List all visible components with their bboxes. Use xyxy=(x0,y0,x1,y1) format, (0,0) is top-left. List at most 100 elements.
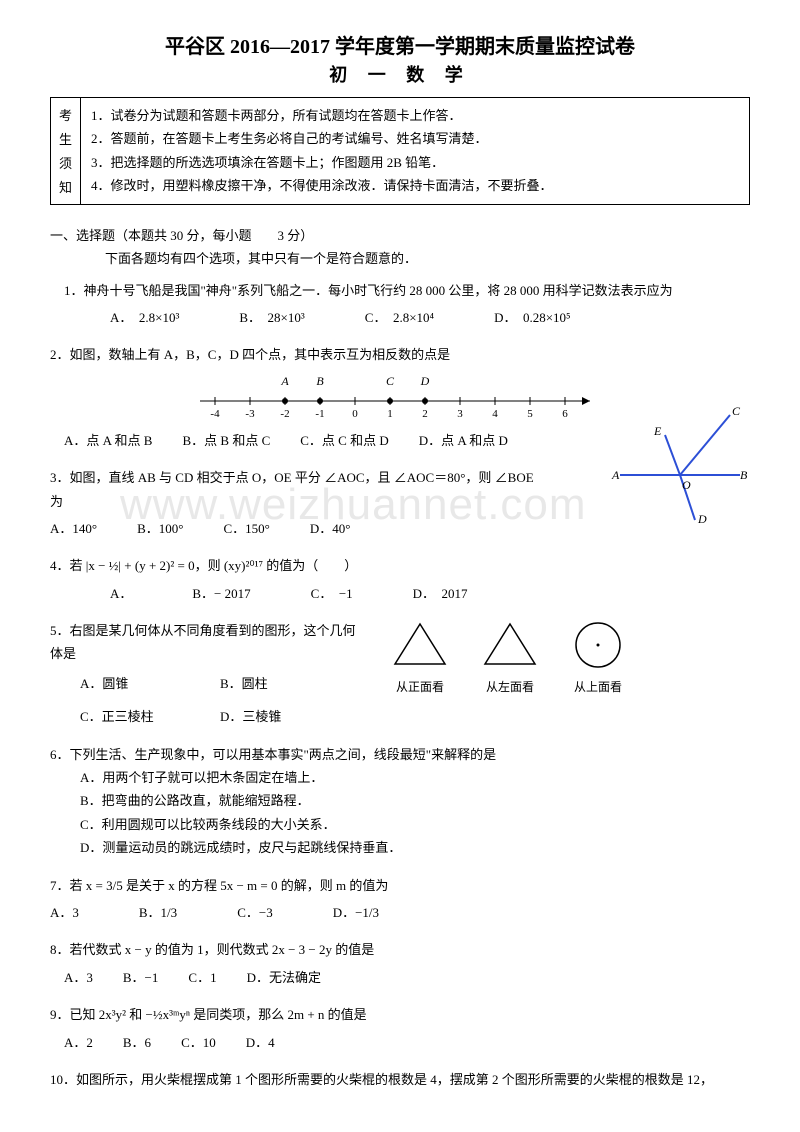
svg-text:4: 4 xyxy=(492,408,498,420)
question-1: 1．神舟十号飞船是我国"神舟"系列飞船之一．每小时飞行约 28 000 公里，将… xyxy=(50,279,750,330)
side-char: 知 xyxy=(59,177,72,196)
question-4: 4．若 |x − ½| + (y + 2)² = 0，则 (xy)²⁰¹⁷ 的值… xyxy=(50,554,750,605)
svg-text:5: 5 xyxy=(527,408,533,420)
svg-text:A: A xyxy=(280,374,289,388)
q6-text: 6．下列生活、生产现象中，可以用基本事实"两点之间，线段最短"来解释的是 xyxy=(50,743,750,766)
opt-b: B．圆柱 xyxy=(220,672,360,695)
opt-d: D．−1/3 xyxy=(333,901,379,924)
q7-options: A．3 B．1/3 C．−3 D．−1/3 xyxy=(50,901,750,924)
q8-text: 8．若代数式 x − y 的值为 1，则代数式 2x − 3 − 2y 的值是 xyxy=(50,938,750,961)
svg-text:2: 2 xyxy=(422,408,428,420)
opt-b: B． 28×10³ xyxy=(239,306,304,329)
svg-text:0: 0 xyxy=(352,408,358,420)
question-5: 5．右图是某几何体从不同角度看到的图形，这个几何体是 A．圆锥 B．圆柱 C．正… xyxy=(50,619,750,729)
opt-c: C．点 C 和点 D xyxy=(300,429,388,452)
opt-b: B．6 xyxy=(123,1031,151,1054)
opt-a: A． 2.8×10³ xyxy=(110,306,179,329)
three-views-figure: 从正面看 从左面看 从上面看 xyxy=(390,619,626,698)
q2-options: A．点 A 和点 B B．点 B 和点 C C．点 C 和点 D D．点 A 和… xyxy=(64,429,750,452)
opt-d: D．点 A 和点 D xyxy=(419,429,508,452)
q1-options: A． 2.8×10³ B． 28×10³ C． 2.8×10⁴ D． 0.28×… xyxy=(110,306,750,329)
instruction-line: 3．把选择题的所选选项填涂在答题卡上；作图题用 2B 铅笔． xyxy=(91,151,739,174)
svg-text:B: B xyxy=(316,374,324,388)
section-note: 下面各题均有四个选项，其中只有一个是符合题意的． xyxy=(105,248,750,267)
question-10: 10．如图所示，用火柴棍摆成第 1 个图形所需要的火柴棍的根数是 4，摆成第 2… xyxy=(50,1068,750,1091)
opt-d: D．无法确定 xyxy=(247,966,321,989)
opt-c: C．正三棱柱 xyxy=(80,705,220,728)
q3-text2: 为 xyxy=(50,490,750,513)
opt-d: D．测量运动员的跳远成绩时，皮尺与起跳线保持垂直． xyxy=(80,836,750,859)
instruction-side-label: 考 生 须 知 xyxy=(51,98,81,204)
svg-text:3: 3 xyxy=(457,408,463,420)
instruction-line: 2．答题前，在答题卡上考生务必将自己的考试编号、姓名填写清楚． xyxy=(91,127,739,150)
question-6: 6．下列生活、生产现象中，可以用基本事实"两点之间，线段最短"来解释的是 A．用… xyxy=(50,743,750,860)
svg-text:-4: -4 xyxy=(210,408,220,420)
opt-c: C．10 xyxy=(181,1031,216,1054)
svg-text:-2: -2 xyxy=(280,408,289,420)
left-view: 从左面看 xyxy=(480,619,540,698)
q3-options: A．140° B．100° C．150° D．40° xyxy=(50,517,750,540)
opt-b: B．100° xyxy=(137,517,183,540)
opt-d: D．4 xyxy=(246,1031,275,1054)
question-3: 3．如图，直线 AB 与 CD 相交于点 O，OE 平分 ∠AOC，且 ∠AOC… xyxy=(50,466,750,540)
q9-text: 9．已知 2x³y² 和 −½x³ᵐyⁿ 是同类项，那么 2m + n 的值是 xyxy=(50,1003,750,1026)
opt-a: A． xyxy=(110,582,132,605)
number-line-figure: AB CD -4 -3 -2 -1 0 1 2 3 4 5 6 xyxy=(190,371,610,421)
svg-text:1: 1 xyxy=(387,408,393,420)
instruction-line: 4．修改时，用塑料橡皮擦干净，不得使用涂改液．请保持卡面清洁，不要折叠． xyxy=(91,174,739,197)
q5-text: 5．右图是某几何体从不同角度看到的图形，这个几何体是 xyxy=(50,619,360,666)
opt-b: B．−1 xyxy=(123,966,159,989)
instruction-line: 1．试卷分为试题和答题卡两部分，所有试题均在答题卡上作答． xyxy=(91,104,739,127)
svg-text:-3: -3 xyxy=(245,408,255,420)
q4-text: 4．若 |x − ½| + (y + 2)² = 0，则 (xy)²⁰¹⁷ 的值… xyxy=(50,554,750,577)
opt-c: C．利用圆规可以比较两条线段的大小关系． xyxy=(80,813,750,836)
svg-text:D: D xyxy=(420,374,430,388)
q1-text: 1．神舟十号飞船是我国"神舟"系列飞船之一．每小时飞行约 28 000 公里，将… xyxy=(64,279,750,302)
section-heading: 一、选择题（本题共 30 分，每小题 3 分） xyxy=(50,225,750,244)
left-label: 从左面看 xyxy=(480,677,540,699)
opt-b: B．把弯曲的公路改直，就能缩短路程． xyxy=(80,789,750,812)
instruction-body: 1．试卷分为试题和答题卡两部分，所有试题均在答题卡上作答． 2．答题前，在答题卡… xyxy=(81,98,749,204)
opt-a: A．点 A 和点 B xyxy=(64,429,152,452)
side-char: 考 xyxy=(59,105,72,124)
instruction-box: 考 生 须 知 1．试卷分为试题和答题卡两部分，所有试题均在答题卡上作答． 2．… xyxy=(50,97,750,205)
opt-c: C． −1 xyxy=(311,582,353,605)
page-subtitle: 初 一 数 学 xyxy=(50,61,750,87)
q8-options: A．3 B．−1 C．1 D．无法确定 xyxy=(64,966,750,989)
front-label: 从正面看 xyxy=(390,677,450,699)
opt-d: D．40° xyxy=(310,517,351,540)
front-view: 从正面看 xyxy=(390,619,450,698)
svg-text:C: C xyxy=(386,374,395,388)
q3-text: 3．如图，直线 AB 与 CD 相交于点 O，OE 平分 ∠AOC，且 ∠AOC… xyxy=(50,466,750,489)
opt-d: D．三棱锥 xyxy=(220,705,360,728)
q2-text: 2．如图，数轴上有 A，B，C，D 四个点，其中表示互为相反数的点是 xyxy=(50,343,750,366)
opt-a: A．3 xyxy=(50,901,79,924)
q5-options: A．圆锥 B．圆柱 C．正三棱柱 D．三棱锥 xyxy=(80,672,360,729)
question-9: 9．已知 2x³y² 和 −½x³ᵐyⁿ 是同类项，那么 2m + n 的值是 … xyxy=(50,1003,750,1054)
opt-b: B．1/3 xyxy=(139,901,177,924)
side-char: 须 xyxy=(59,153,72,172)
opt-c: C．−3 xyxy=(237,901,273,924)
svg-text:-1: -1 xyxy=(315,408,324,420)
opt-c: C．150° xyxy=(223,517,269,540)
question-2: 2．如图，数轴上有 A，B，C，D 四个点，其中表示互为相反数的点是 A B C D… xyxy=(50,343,750,452)
q6-options: A．用两个钉子就可以把木条固定在墙上． B．把弯曲的公路改直，就能缩短路程． C… xyxy=(80,766,750,860)
top-label: 从上面看 xyxy=(570,677,626,699)
side-char: 生 xyxy=(59,129,72,148)
opt-c: C．1 xyxy=(188,966,216,989)
question-7: 7．若 x = 3/5 是关于 x 的方程 5x − m = 0 的解，则 m … xyxy=(50,874,750,925)
q7-text: 7．若 x = 3/5 是关于 x 的方程 5x − m = 0 的解，则 m … xyxy=(50,874,750,897)
opt-d: D． 2017 xyxy=(413,582,468,605)
opt-a: A．用两个钉子就可以把木条固定在墙上． xyxy=(80,766,750,789)
page-title: 平谷区 2016—2017 学年度第一学期期末质量监控试卷 xyxy=(50,30,750,59)
opt-a: A．140° xyxy=(50,517,97,540)
opt-a: A．3 xyxy=(64,966,93,989)
opt-a: A．2 xyxy=(64,1031,93,1054)
opt-b: B．点 B 和点 C xyxy=(182,429,270,452)
opt-d: D． 0.28×10⁵ xyxy=(494,306,571,329)
opt-b: B．− 2017 xyxy=(192,582,250,605)
opt-a: A．圆锥 xyxy=(80,672,220,695)
q4-options: A． B．− 2017 C． −1 D． 2017 xyxy=(110,582,750,605)
opt-c: C． 2.8×10⁴ xyxy=(365,306,434,329)
q9-options: A．2 B．6 C．10 D．4 xyxy=(64,1031,750,1054)
